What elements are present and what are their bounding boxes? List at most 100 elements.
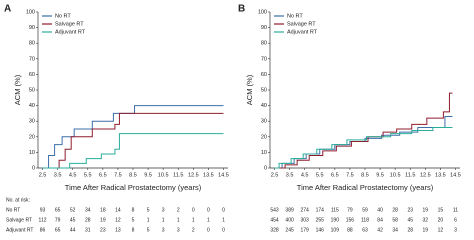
x-tick-label: 4.5 <box>301 172 309 178</box>
risk-value: 0 <box>222 207 225 213</box>
risk-value: 45 <box>407 217 413 223</box>
curve <box>274 92 453 169</box>
risk-value: 14 <box>115 207 121 213</box>
x-tick-label: 11.5 <box>173 172 183 178</box>
x-tick-label: 5.5 <box>316 172 324 178</box>
risk-value: 0 <box>207 207 210 213</box>
y-tick-label: 10 <box>29 150 35 156</box>
risk-row-label: Salvage RT <box>6 217 32 223</box>
risk-value: 42 <box>377 227 383 233</box>
risk-value: 2 <box>177 207 180 213</box>
y-tick-label: 70 <box>261 56 267 62</box>
y-tick-label: 100 <box>258 9 267 15</box>
risk-value: 19 <box>100 217 106 223</box>
risk-value: 3 <box>454 227 457 233</box>
risk-value: 115 <box>331 207 339 213</box>
x-tick-label: 10.5 <box>390 172 401 178</box>
x-tick-label: 10.5 <box>158 172 169 178</box>
risk-value: 12 <box>115 217 121 223</box>
y-tick-label: 20 <box>261 134 267 140</box>
x-tick-label: 13.5 <box>435 172 446 178</box>
curve <box>274 116 453 169</box>
risk-value: 1 <box>192 217 195 223</box>
risk-value: 44 <box>70 227 76 233</box>
legend-label: Salvage RT <box>55 21 84 27</box>
risk-value: 8 <box>132 207 135 213</box>
risk-value: 454 <box>270 217 279 223</box>
risk-value: 15 <box>438 207 444 213</box>
x-tick-label: 9.5 <box>376 172 384 178</box>
risk-row-label: No RT <box>6 207 20 213</box>
risk-value: 11 <box>453 207 458 213</box>
risk-value: 389 <box>285 207 294 213</box>
risk-value: 5 <box>147 227 150 233</box>
risk-value: 59 <box>362 207 368 213</box>
risk-value: 3 <box>162 207 165 213</box>
risk-value: 118 <box>361 217 369 223</box>
risk-value: 1 <box>162 217 165 223</box>
risk-value: 31 <box>85 227 91 233</box>
x-tick-label: 11.5 <box>405 172 415 178</box>
risk-value: 65 <box>55 207 61 213</box>
risk-value: 5 <box>132 217 135 223</box>
risk-value: 18 <box>100 207 106 213</box>
risk-value: 93 <box>40 207 46 213</box>
y-tick-label: 80 <box>29 41 35 47</box>
risk-row-label: Adjuvant RT <box>6 227 33 233</box>
y-tick-label: 70 <box>29 56 35 62</box>
x-axis-label: Time After Radical Prostatectomy (years) <box>297 183 434 192</box>
risk-value: 0 <box>207 227 210 233</box>
y-tick-label: 0 <box>32 165 35 171</box>
y-axis-label: ACM (%) <box>245 74 254 105</box>
risk-value: 274 <box>301 207 310 213</box>
risk-value: 8 <box>132 227 135 233</box>
risk-value: 19 <box>423 207 429 213</box>
risk-value: 109 <box>331 227 340 233</box>
risk-value: 1 <box>222 217 225 223</box>
legend-label: Adjuvant RT <box>55 29 86 35</box>
risk-value: 79 <box>347 207 353 213</box>
risk-value: 156 <box>346 217 355 223</box>
x-tick-label: 3.5 <box>286 172 294 178</box>
risk-value: 28 <box>392 207 398 213</box>
risk-value: 2 <box>192 227 195 233</box>
legend-label: Salvage RT <box>287 21 316 27</box>
risk-value: 3 <box>177 227 180 233</box>
risk-value: 400 <box>285 217 294 223</box>
y-tick-label: 40 <box>261 103 267 109</box>
x-tick-label: 14.5 <box>218 172 229 178</box>
x-tick-label: 4.5 <box>69 172 77 178</box>
y-tick-label: 60 <box>261 72 267 78</box>
risk-value: 32 <box>423 217 429 223</box>
risk-value: 23 <box>100 227 106 233</box>
panel-label: B <box>238 4 245 15</box>
x-tick-label: 5.5 <box>84 172 92 178</box>
risk-value: 245 <box>285 227 294 233</box>
risk-value: 19 <box>423 227 429 233</box>
curve <box>42 105 224 169</box>
risk-value: 1 <box>207 217 210 223</box>
risk-value: 88 <box>347 227 353 233</box>
y-tick-label: 50 <box>261 87 267 93</box>
legend-label: No RT <box>287 13 303 19</box>
risk-value: 65 <box>55 227 61 233</box>
y-tick-label: 80 <box>261 41 267 47</box>
x-tick-label: 14.5 <box>450 172 461 178</box>
risk-value: 543 <box>270 207 279 213</box>
risk-value: 255 <box>316 217 325 223</box>
x-tick-label: 8.5 <box>129 172 137 178</box>
risk-value: 146 <box>316 227 325 233</box>
risk-value: 0 <box>222 227 225 233</box>
risk-value: 40 <box>377 207 383 213</box>
x-tick-label: 7.5 <box>114 172 122 178</box>
panel-label: A <box>4 4 11 15</box>
risk-value: 303 <box>301 217 310 223</box>
x-tick-label: 13.5 <box>203 172 214 178</box>
y-tick-label: 40 <box>29 103 35 109</box>
y-tick-label: 50 <box>29 87 35 93</box>
risk-value: 34 <box>85 207 91 213</box>
x-axis-label: Time After Radical Prostatectomy (years) <box>65 183 202 192</box>
risk-value: 5 <box>147 207 150 213</box>
risk-value: 0 <box>192 207 195 213</box>
x-tick-label: 3.5 <box>54 172 62 178</box>
